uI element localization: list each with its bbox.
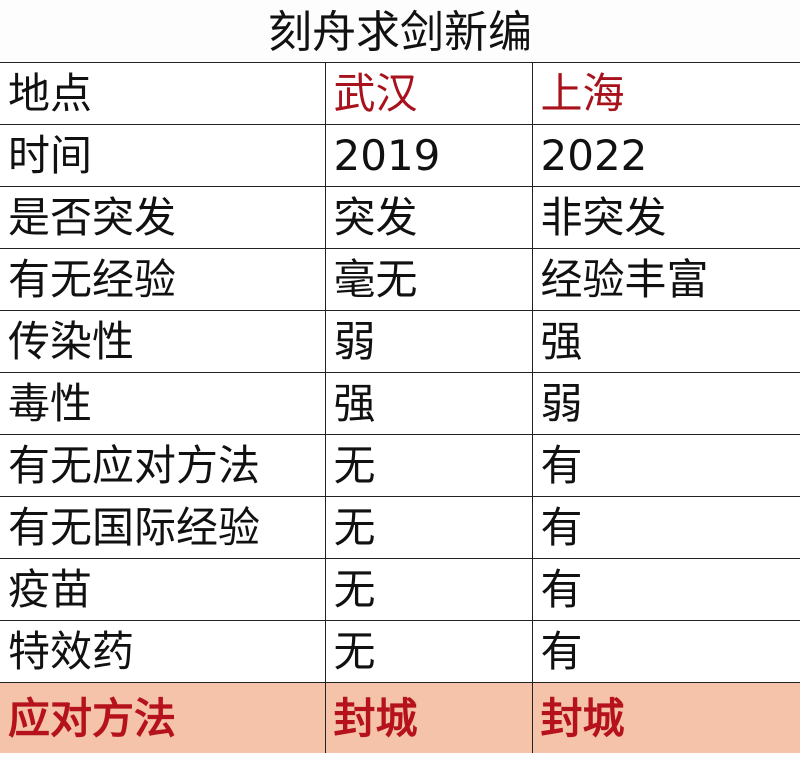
shanghai-value: 强 [531, 310, 800, 373]
shanghai-value: 有 [531, 496, 800, 559]
table-row: 有无经验 毫无 经验丰富 [0, 248, 800, 311]
row-label: 传染性 [0, 310, 326, 373]
row-label: 有无应对方法 [0, 434, 326, 497]
wuhan-value: 强 [324, 372, 533, 435]
wuhan-value: 无 [324, 434, 533, 497]
shanghai-value: 有 [531, 558, 800, 621]
shanghai-value: 经验丰富 [531, 248, 800, 311]
shanghai-value: 有 [531, 620, 800, 683]
header-wuhan: 武汉 [324, 63, 533, 125]
shanghai-value: 封城 [531, 682, 800, 753]
row-label: 时间 [0, 124, 326, 187]
header-label: 地点 [0, 63, 326, 125]
row-label: 有无经验 [0, 248, 326, 311]
shanghai-value: 弱 [531, 372, 800, 435]
wuhan-value: 无 [324, 496, 533, 559]
row-label: 特效药 [0, 620, 326, 683]
row-label: 是否突发 [0, 186, 326, 249]
shanghai-value: 2022 [531, 124, 800, 187]
table-row: 有无国际经验无有 [0, 496, 800, 559]
table-row: 是否突发 突发 非突发 [0, 186, 800, 249]
wuhan-value: 2019 [324, 124, 533, 187]
table-row: 传染性弱强 [0, 310, 800, 373]
wuhan-value: 无 [324, 620, 533, 683]
table-row: 时间 2019 2022 [0, 124, 800, 187]
wuhan-value: 突发 [324, 186, 533, 249]
header-row: 地点 武汉 上海 [0, 63, 800, 125]
page-title: 刻舟求剑新编 [0, 0, 800, 63]
wuhan-value: 封城 [324, 682, 533, 753]
comparison-table: 地点 武汉 上海 时间 2019 2022 是否突发 突发 非突发 有无经验 毫无 经验丰富 传染… [0, 63, 800, 753]
table-row: 特效药无有 [0, 620, 800, 683]
shanghai-value: 非突发 [531, 186, 800, 249]
row-label: 有无国际经验 [0, 496, 326, 559]
table-row: 有无应对方法无有 [0, 434, 800, 497]
wuhan-value: 无 [324, 558, 533, 621]
table-row: 疫苗无有 [0, 558, 800, 621]
table-row: 毒性强弱 [0, 372, 800, 435]
shanghai-value: 有 [531, 434, 800, 497]
wuhan-value: 弱 [324, 310, 533, 373]
wuhan-value: 毫无 [324, 248, 533, 311]
row-label: 毒性 [0, 372, 326, 435]
final-row: 应对方法 封城 封城 [0, 682, 800, 753]
header-shanghai: 上海 [531, 63, 800, 125]
row-label: 应对方法 [0, 682, 326, 753]
row-label: 疫苗 [0, 558, 326, 621]
